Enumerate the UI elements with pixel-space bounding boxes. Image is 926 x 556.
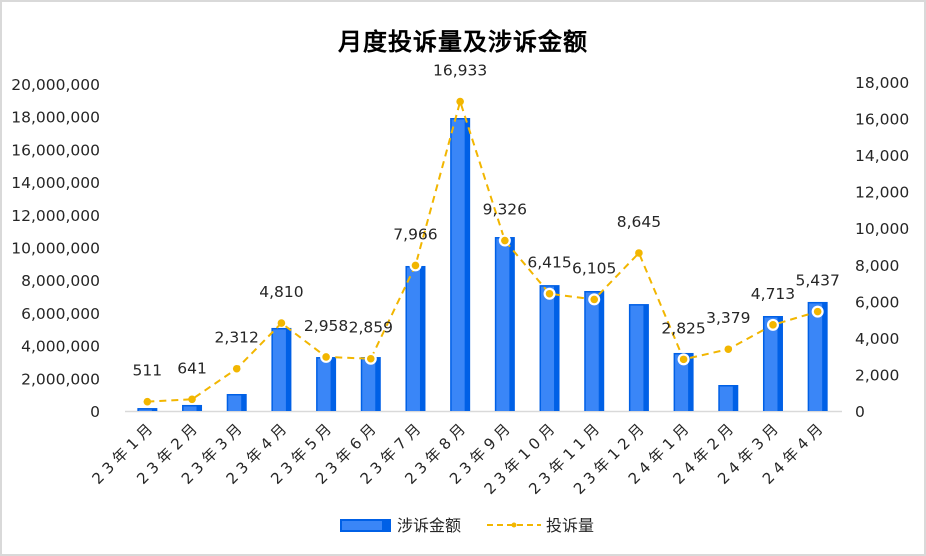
right-tick-label: 12,000: [855, 184, 909, 202]
legend-line-marker: [511, 522, 517, 528]
data-label: 2,312: [215, 329, 259, 347]
chart-title: 月度投诉量及涉诉金额: [338, 28, 588, 56]
data-label: 511: [133, 362, 163, 380]
left-tick-label: 8,000,000: [21, 272, 100, 290]
complaint-line: [147, 97, 818, 403]
data-label: 2,859: [349, 319, 393, 337]
left-tick-label: 4,000,000: [21, 338, 100, 356]
line-marker[interactable]: [813, 307, 822, 316]
left-axis-ticks: 0 2,000,000 4,000,000 6,000,000 8,000,000 10,…: [11, 76, 100, 421]
line-series: [143, 97, 824, 406]
right-tick-label: 10,000: [855, 220, 909, 238]
bar-face: [183, 406, 197, 411]
bar-face: [809, 303, 823, 411]
data-label: 4,810: [259, 283, 303, 301]
line-marker[interactable]: [456, 97, 464, 106]
bar-face: [719, 386, 733, 411]
left-tick-label: 12,000,000: [11, 207, 100, 225]
line-marker[interactable]: [366, 354, 375, 363]
left-tick-label: 0: [90, 403, 100, 421]
line-marker[interactable]: [501, 236, 509, 245]
line-marker[interactable]: [322, 353, 330, 361]
bar-face: [228, 395, 242, 411]
bar-face: [138, 409, 152, 411]
data-label: 9,326: [483, 201, 527, 219]
line-marker[interactable]: [679, 355, 688, 364]
bar-series: [137, 118, 828, 412]
line-marker[interactable]: [143, 397, 152, 406]
x-axis-labels: 2 3 年 1 月2 3 年 2 月2 3 年 3 月2 3 年 4 月2 3 …: [88, 420, 826, 498]
left-tick-label: 16,000,000: [11, 141, 100, 159]
line-marker[interactable]: [188, 395, 196, 404]
left-tick-label: 14,000,000: [11, 174, 100, 192]
line-marker[interactable]: [232, 364, 241, 373]
bar-face: [541, 286, 555, 411]
line-marker[interactable]: [769, 321, 777, 329]
right-tick-label: 16,000: [855, 111, 909, 129]
data-label: 16,933: [433, 62, 487, 80]
bar[interactable]: [137, 408, 158, 411]
legend-label-count: 投诉量: [546, 516, 594, 535]
data-label: 6,415: [527, 254, 571, 272]
bar-face: [406, 267, 420, 411]
left-tick-label: 20,000,000: [11, 76, 100, 94]
legend-bar-swatch-inner: [342, 521, 382, 530]
data-label: 7,966: [393, 225, 437, 243]
left-tick-label: 18,000,000: [11, 109, 100, 127]
right-tick-label: 4,000: [855, 330, 899, 348]
right-tick-label: 0: [855, 403, 865, 421]
right-tick-label: 18,000: [855, 74, 909, 92]
bar-face: [496, 238, 510, 411]
line-marker[interactable]: [635, 249, 643, 257]
legend-label-amount: 涉诉金额: [397, 516, 461, 535]
data-label: 3,379: [706, 309, 750, 327]
right-tick-label: 8,000: [855, 257, 899, 275]
legend-item-line[interactable]: 投诉量: [487, 516, 594, 535]
data-label: 2,958: [304, 317, 348, 335]
right-tick-label: 2,000: [855, 366, 899, 384]
bar-face: [451, 119, 465, 412]
left-tick-label: 10,000,000: [11, 240, 100, 258]
right-tick-label: 14,000: [855, 147, 909, 165]
bar-face: [272, 329, 286, 411]
data-label: 641: [177, 359, 207, 377]
data-label: 2,825: [661, 319, 705, 337]
data-label: 5,437: [795, 272, 839, 290]
right-axis-ticks: 0 2,000 4,000 6,000 8,000 10,000 12,000 14,000 1…: [855, 74, 909, 421]
line-marker[interactable]: [545, 289, 554, 298]
line-marker[interactable]: [277, 319, 286, 327]
bar-face: [764, 317, 778, 411]
line-marker[interactable]: [411, 261, 420, 270]
left-tick-label: 6,000,000: [21, 305, 100, 323]
data-label: 6,105: [572, 259, 616, 277]
data-label: 8,645: [617, 213, 661, 231]
bar-face: [675, 354, 689, 411]
legend: 涉诉金额 投诉量: [340, 516, 594, 535]
legend-item-bar[interactable]: 涉诉金额: [340, 516, 461, 535]
line-marker[interactable]: [590, 295, 599, 304]
right-tick-label: 6,000: [855, 293, 899, 311]
bar-face: [630, 305, 644, 411]
bar-face: [585, 292, 599, 411]
bar-face: [362, 358, 376, 411]
left-tick-label: 2,000,000: [21, 370, 100, 388]
bar-face: [317, 358, 331, 411]
line-marker[interactable]: [724, 345, 733, 354]
data-label: 4,713: [751, 285, 795, 303]
